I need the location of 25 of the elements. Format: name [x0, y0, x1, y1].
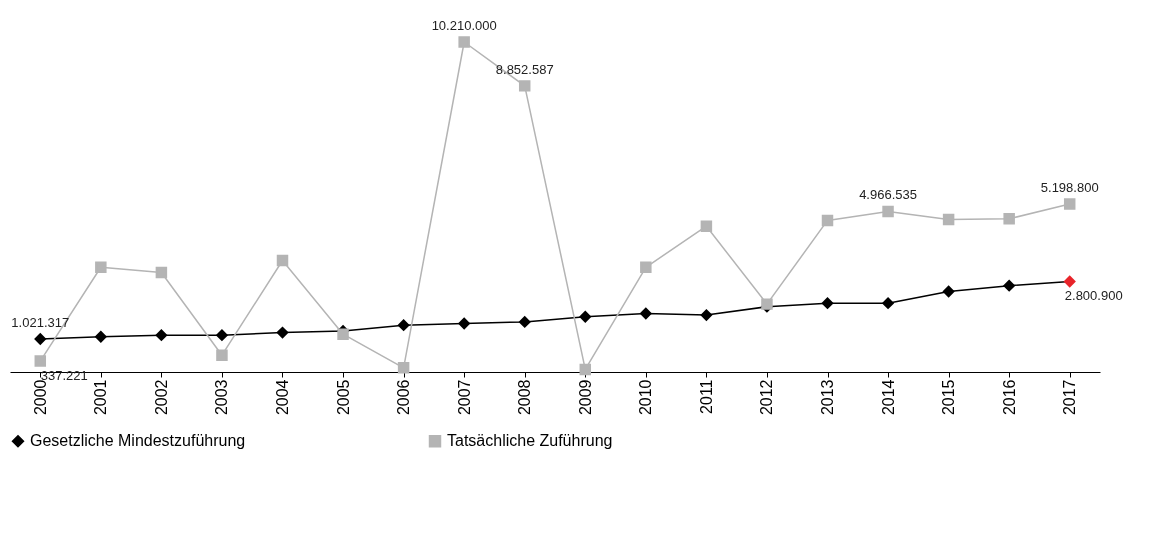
x-tick-label: 2001: [92, 379, 110, 416]
data-label: 1.021.317: [11, 314, 70, 330]
legend-label: Tatsächliche Zuführung: [447, 432, 613, 450]
x-tick-label: 2010: [637, 379, 655, 416]
x-tick-label: 2003: [213, 379, 231, 416]
x-tick-label: 2012: [758, 379, 776, 416]
data-label: 4.966.535: [859, 187, 917, 203]
x-tick-label: 2016: [1000, 379, 1018, 416]
data-label: 2.800.900: [1064, 288, 1123, 304]
data-label: 5.198.800: [1040, 179, 1099, 195]
data-label: 8.852.587: [495, 61, 554, 77]
legend-label: Gesetzliche Mindestzuführung: [30, 432, 246, 450]
x-tick-label: 2015: [940, 379, 958, 416]
x-tick-label: 2017: [1061, 379, 1079, 416]
x-tick-label: 2014: [879, 379, 897, 416]
x-tick-label: 2013: [819, 379, 836, 416]
x-tick-label: 2011: [697, 379, 715, 414]
x-tick-label: 2006: [395, 379, 413, 416]
x-tick-label: 2009: [576, 379, 594, 416]
x-tick-label: 2008: [516, 379, 534, 416]
x-tick-label: 2004: [274, 379, 291, 416]
data-label: 10.210.000: [431, 18, 497, 33]
x-tick-label: 2007: [455, 379, 473, 416]
x-tick-label: 2005: [334, 379, 352, 416]
x-tick-label: 2002: [152, 379, 170, 416]
